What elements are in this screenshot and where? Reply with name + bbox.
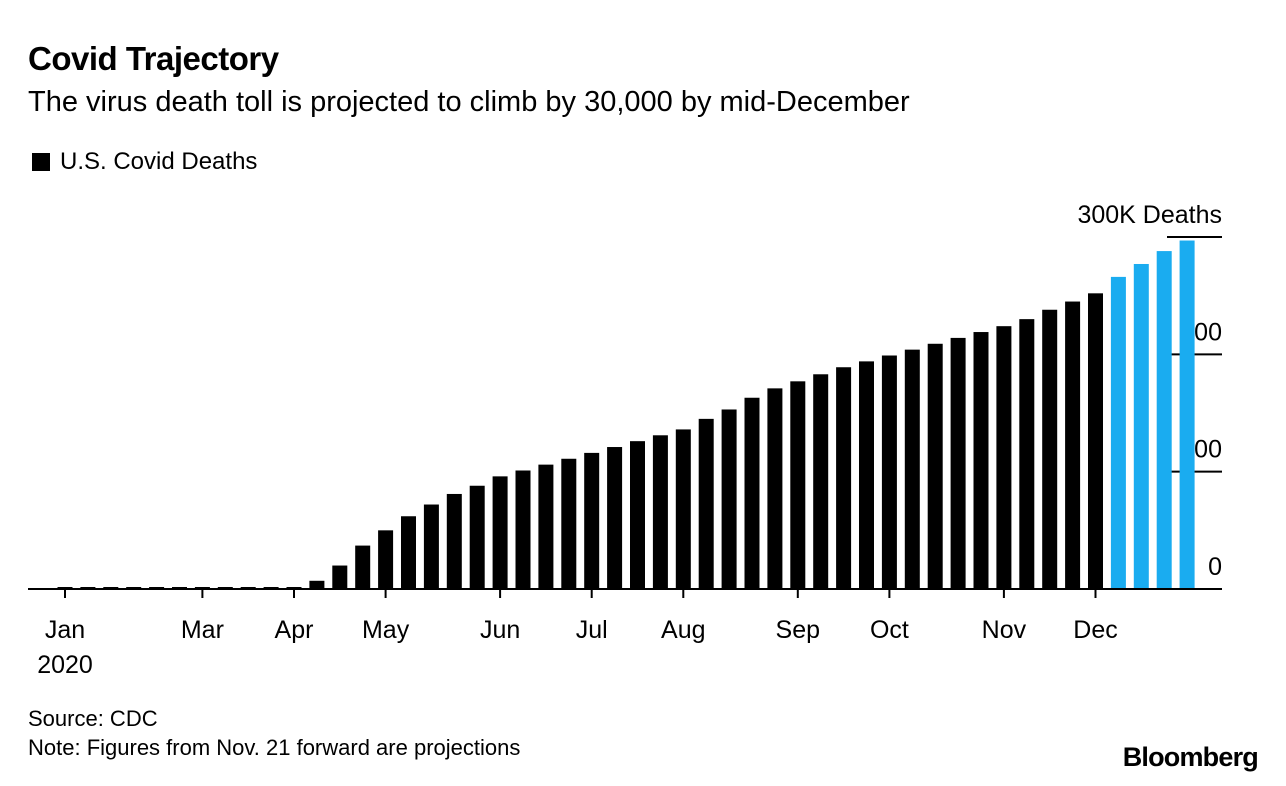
x-tick-label: Oct (870, 616, 909, 644)
bar (1042, 309, 1058, 589)
bar (973, 332, 989, 589)
x-tick-label: Dec (1073, 616, 1117, 644)
bar (332, 565, 348, 589)
bar (859, 361, 874, 589)
bar (813, 374, 829, 589)
bar (401, 516, 416, 589)
bar (492, 476, 508, 589)
bar (721, 409, 737, 589)
bar (996, 326, 1012, 589)
projected-bar (1133, 263, 1149, 589)
bar (515, 470, 531, 589)
bar (309, 580, 325, 589)
x-tick-label: Jul (576, 616, 608, 644)
legend-swatch (32, 153, 50, 171)
x-tick-label: Jun (480, 616, 520, 644)
bar (355, 545, 371, 589)
bar (423, 504, 439, 589)
legend-label: U.S. Covid Deaths (60, 148, 258, 175)
bar (790, 381, 806, 589)
bar (767, 388, 783, 589)
bar (1065, 301, 1081, 589)
bar (698, 418, 714, 589)
bar (446, 493, 462, 589)
chart-subtitle: The virus death toll is projected to cli… (28, 86, 910, 118)
projection-note: Note: Figures from Nov. 21 forward are p… (28, 735, 521, 760)
legend: U.S. Covid Deaths (32, 148, 257, 176)
bar (927, 343, 943, 589)
bar (538, 464, 554, 589)
source-note: Source: CDC (28, 706, 158, 731)
x-tick-label: Aug (661, 616, 705, 644)
projected-bar (1110, 276, 1126, 589)
x-tick-label: May (362, 616, 410, 644)
bar (881, 355, 897, 589)
x-tick-label: Apr (275, 616, 314, 644)
bar (652, 435, 668, 589)
bar (904, 349, 920, 589)
bar (744, 397, 760, 589)
bar (675, 429, 691, 589)
x-tick-sublabel: 2020 (37, 651, 93, 679)
bar (836, 367, 852, 589)
y-tick-label: 300K Deaths (1077, 201, 1222, 229)
x-tick-label: Sep (776, 616, 820, 644)
bar (950, 337, 966, 589)
bar (1088, 293, 1103, 589)
x-tick-label: Mar (181, 616, 224, 644)
bar (378, 530, 394, 589)
chart-title: Covid Trajectory (28, 40, 279, 77)
bar (607, 447, 623, 589)
y-tick-label: 0 (1208, 553, 1222, 581)
bar (630, 441, 645, 589)
bloomberg-logo: Bloomberg (1122, 742, 1259, 772)
x-tick-label: Nov (982, 616, 1027, 644)
x-tick-label: Jan (45, 616, 85, 644)
bar (561, 458, 577, 589)
bar (469, 485, 485, 589)
bar (584, 452, 600, 589)
bar (1019, 319, 1035, 589)
projected-bar (1179, 240, 1195, 589)
projected-bar (1156, 251, 1172, 589)
